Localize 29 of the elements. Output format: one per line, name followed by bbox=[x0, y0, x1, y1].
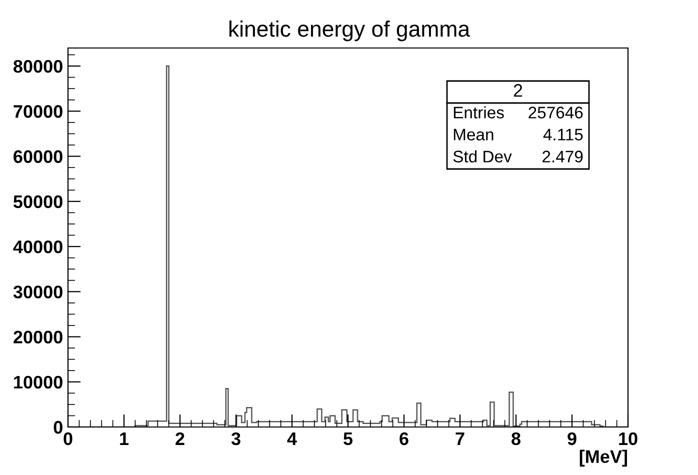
x-tick-label: 5 bbox=[344, 432, 353, 446]
y-tick-label: 30000 bbox=[13, 286, 62, 298]
x-tick-label: 0 bbox=[64, 432, 72, 446]
y-tick-label: 70000 bbox=[14, 105, 62, 118]
x-axis-title: [MeV] bbox=[580, 450, 627, 467]
annotation: 2 bbox=[514, 84, 522, 97]
y-tick-label: 0 bbox=[54, 420, 62, 434]
x-tick-label: 4 bbox=[287, 432, 297, 445]
annotation: Entries bbox=[454, 106, 504, 118]
x-tick-label: 7 bbox=[456, 432, 464, 445]
annotation: 257646 bbox=[528, 106, 583, 118]
annotation: 2.479 bbox=[542, 150, 583, 162]
y-tick-label: 60000 bbox=[14, 150, 62, 164]
x-tick-label: 3 bbox=[231, 432, 240, 446]
y-tick-label: 20000 bbox=[14, 330, 62, 344]
x-tick-label: 8 bbox=[512, 432, 520, 446]
y-tick-label: 10000 bbox=[14, 376, 62, 389]
y-tick-label: 80000 bbox=[14, 60, 62, 73]
x-tick-label: 2 bbox=[176, 432, 184, 445]
chart-title: kinetic energy of gamma bbox=[229, 20, 470, 42]
x-tick-label: 10 bbox=[619, 432, 638, 446]
annotation: Std Dev bbox=[453, 150, 512, 162]
annotation: Mean bbox=[454, 128, 494, 140]
x-tick-label: 6 bbox=[400, 432, 408, 446]
x-tick-label: 1 bbox=[120, 432, 129, 445]
y-tick-label: 50000 bbox=[13, 195, 62, 208]
y-tick-label: 40000 bbox=[13, 240, 62, 254]
annotation: 4.115 bbox=[543, 128, 583, 140]
x-tick-label: 9 bbox=[568, 432, 576, 446]
